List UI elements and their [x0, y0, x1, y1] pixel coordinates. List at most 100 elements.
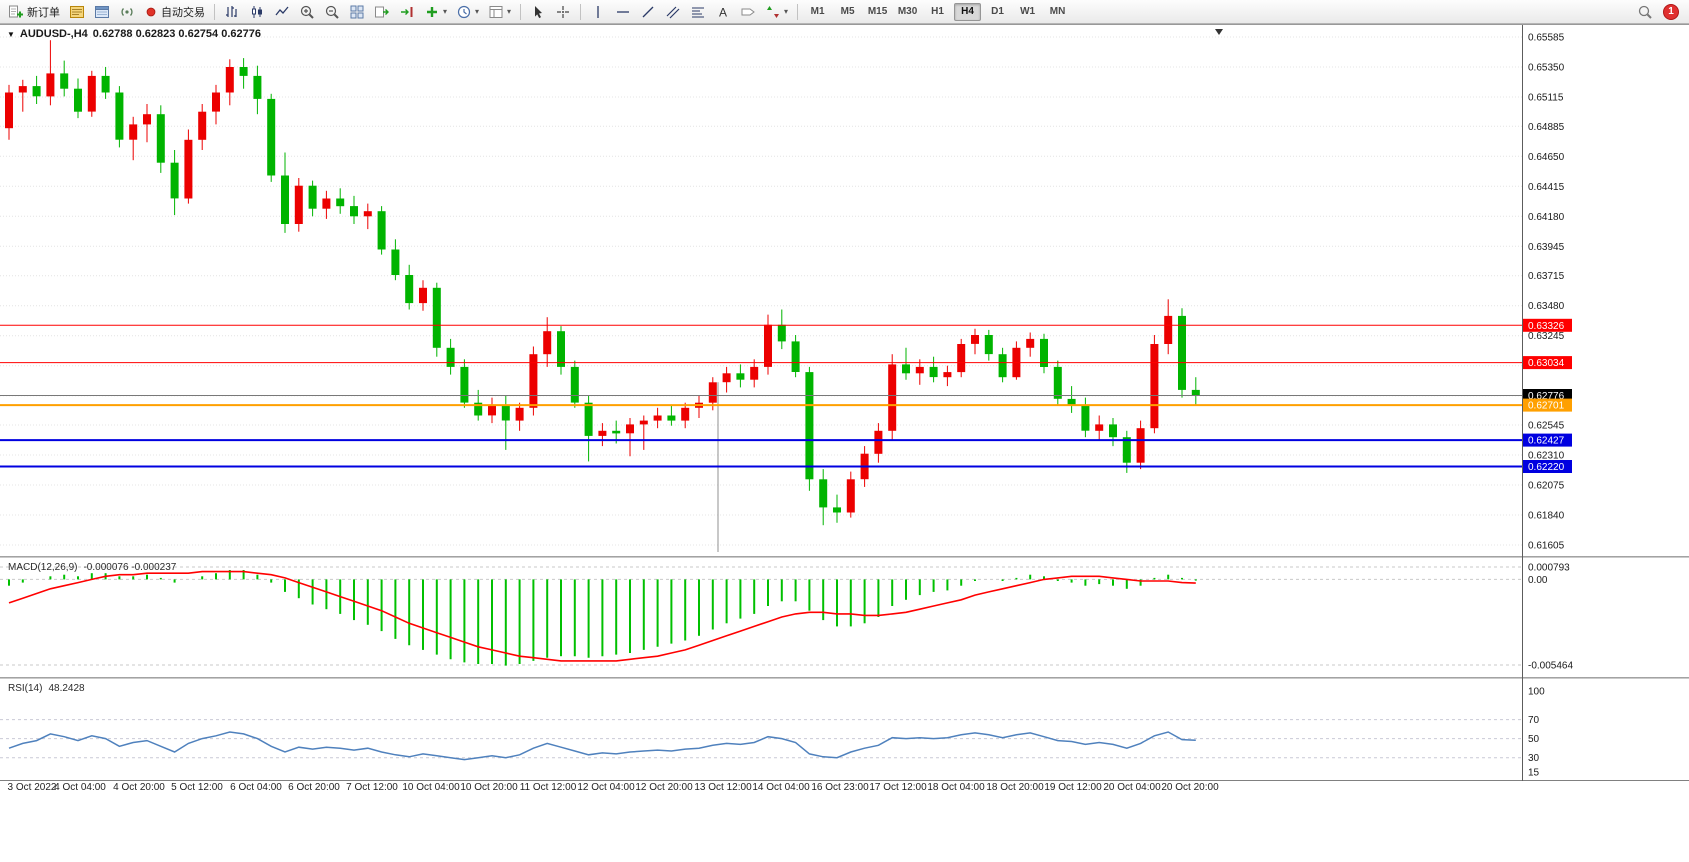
zoom-in-icon	[300, 5, 314, 19]
price-axis-divider	[1522, 25, 1523, 781]
arrows-tool-button[interactable]: ▾	[761, 2, 792, 22]
tf-m15-button[interactable]: M15	[867, 6, 888, 17]
search-icon	[1638, 5, 1652, 19]
zoom-out-button[interactable]	[320, 2, 344, 22]
price-badge	[1523, 398, 1572, 412]
fibonacci-tool-button[interactable]	[686, 2, 710, 22]
candlestick-chart-button[interactable]	[245, 2, 269, 22]
price-badge-label: 0.62427	[1528, 436, 1565, 447]
trendline-tool-button[interactable]	[636, 2, 660, 22]
data-window-button[interactable]	[90, 2, 114, 22]
price-axis-label: 0.62310	[1528, 451, 1565, 462]
tile-windows-icon	[350, 5, 364, 18]
market-watch-button[interactable]	[65, 2, 89, 22]
candlestick-icon	[252, 5, 262, 18]
candle-up	[515, 407, 524, 421]
channel-tool-button[interactable]	[661, 2, 685, 22]
price-badge	[1523, 460, 1572, 473]
text-label-tool-button[interactable]	[736, 2, 760, 22]
tf-m30-button[interactable]: M30	[897, 6, 918, 17]
cursor-button[interactable]	[526, 2, 550, 22]
chart-shift-marker[interactable]	[1215, 29, 1223, 35]
rsi-line	[8, 731, 1196, 761]
new-order-icon	[9, 5, 23, 17]
candle-up	[363, 211, 372, 217]
time-label: 6 Oct 04:00	[230, 782, 282, 793]
signals-button[interactable]	[115, 2, 139, 22]
rsi-panel-canvas[interactable]: 100 70 50 30 15	[0, 679, 1689, 780]
rsi-label: RSI(14) 48.2428	[8, 683, 85, 694]
template-icon	[489, 5, 503, 18]
indicators-button[interactable]: ▾	[420, 2, 451, 22]
chevron-down-icon: ▾	[475, 6, 480, 16]
indicators-plus-icon	[427, 6, 437, 17]
macd-axis-label: 0.00	[1528, 575, 1548, 586]
candle-down	[736, 373, 745, 380]
price-axis-label: 0.61840	[1528, 511, 1565, 522]
candle-down	[902, 364, 910, 374]
time-label: 13 Oct 12:00	[694, 782, 752, 793]
vertical-line-tool-button[interactable]	[586, 2, 610, 22]
templates-button[interactable]: ▾	[484, 2, 515, 22]
text-tool-button[interactable]: A	[711, 2, 735, 22]
candle-up	[488, 405, 496, 416]
candle-up	[708, 382, 717, 403]
candle-down	[156, 114, 165, 163]
notification-badge[interactable]: 1	[1663, 3, 1679, 20]
price-chart-canvas[interactable]: 0.65585 0.65350 0.65115 0.64885 0.64650 0.644…	[0, 25, 1689, 556]
candle-down	[984, 335, 993, 355]
chart-ohlc-values: 0.62788 0.62823 0.62754 0.62776	[92, 28, 261, 40]
candle-down	[1191, 389, 1200, 396]
candle-up	[143, 114, 151, 125]
cursor-icon	[535, 5, 543, 18]
rsi-axis-label: 50	[1528, 734, 1540, 745]
price-axis-label: 0.65585	[1528, 33, 1565, 44]
macd-label: MACD(12,26,9) -0.000076 -0.000237	[8, 562, 176, 573]
rsi-axis-label: 70	[1528, 715, 1540, 726]
candle-down	[377, 211, 386, 250]
macd-values: -0.000076 -0.000237	[83, 562, 177, 573]
horizontal-line-tool-button[interactable]	[611, 2, 635, 22]
search-button[interactable]	[1633, 2, 1657, 22]
tf-m5-button[interactable]: M5	[840, 6, 855, 17]
auto-scroll-button[interactable]	[370, 2, 394, 22]
tile-windows-button[interactable]	[345, 2, 369, 22]
price-badge	[1523, 318, 1572, 332]
candle-down	[557, 331, 565, 367]
candle-up	[971, 335, 979, 344]
panel-separator[interactable]	[0, 556, 1689, 558]
line-chart-button[interactable]	[270, 2, 294, 22]
auto-scroll-icon	[375, 6, 389, 17]
toolbar-separator	[214, 3, 215, 20]
crosshair-button[interactable]	[551, 2, 575, 22]
tf-w1-button[interactable]: W1	[1020, 6, 1036, 17]
tf-h1-button[interactable]: H1	[931, 6, 944, 17]
main-toolbar: 新订单 自动交易	[0, 0, 1689, 24]
one-click-trading-arrow-icon[interactable]: ▼	[7, 29, 15, 39]
candle-down	[805, 372, 814, 480]
candle-down	[929, 366, 938, 378]
price-badge	[1523, 433, 1572, 447]
candle-up	[639, 420, 648, 425]
candle-up	[129, 124, 138, 140]
candle-down	[1109, 424, 1117, 438]
chart-shift-button[interactable]	[395, 2, 419, 22]
tf-d1-button[interactable]: D1	[991, 6, 1004, 17]
tf-mn-button[interactable]: MN	[1049, 6, 1066, 17]
bar-chart-button[interactable]	[220, 2, 244, 22]
chevron-down-icon: ▾	[507, 6, 512, 16]
auto-trading-button[interactable]: 自动交易	[140, 2, 209, 22]
panel-separator[interactable]	[0, 677, 1689, 679]
candle-up	[750, 366, 759, 380]
candle-up	[888, 364, 897, 431]
zoom-in-button[interactable]	[295, 2, 319, 22]
tf-h4-button[interactable]: H4	[954, 2, 982, 21]
periods-button[interactable]: ▾	[452, 2, 483, 22]
new-order-button[interactable]: 新订单	[4, 2, 64, 22]
tf-m1-button[interactable]: M1	[810, 6, 825, 17]
candle-up	[943, 372, 952, 378]
candle-down	[32, 86, 41, 97]
time-axis[interactable]: 3 Oct 2022 4 Oct 04:00 4 Oct 20:00 5 Oct 12…	[0, 782, 1689, 798]
